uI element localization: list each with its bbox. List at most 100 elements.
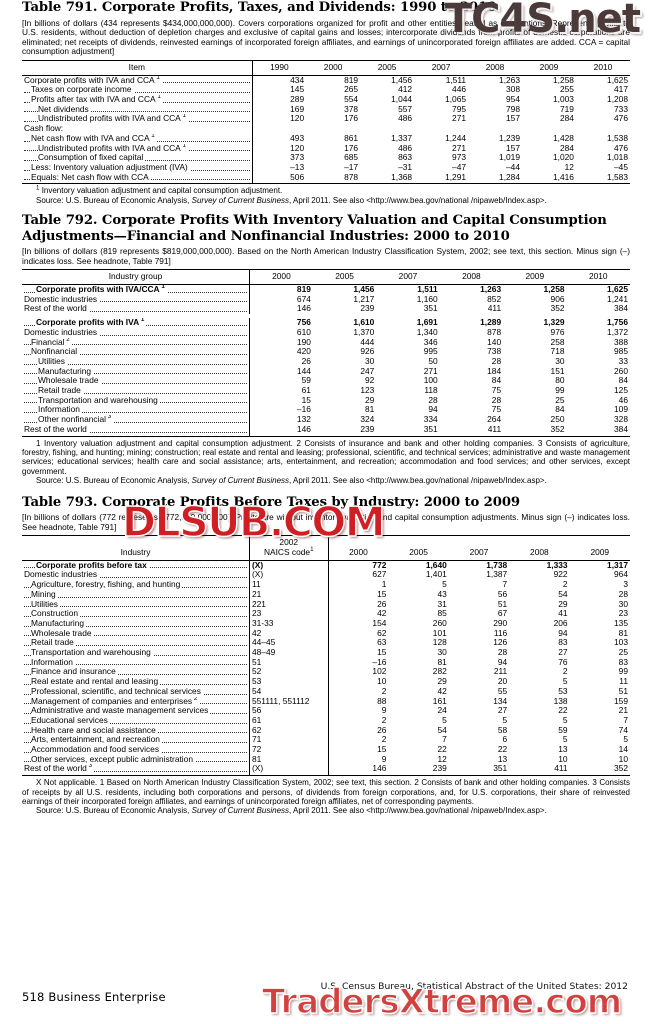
row-label-cell: Retail trade (22, 638, 249, 648)
data-cell: 92 (364, 376, 375, 386)
data-cell: 351 (376, 424, 440, 437)
data-cell: 819 (344, 75, 359, 85)
data-cell (414, 124, 468, 134)
data-cell: 80 (555, 376, 565, 386)
data-cell: 94 (428, 405, 438, 415)
row-label-cell: Undistributed profits with IVA and CCA 1 (22, 114, 252, 124)
data-cell: 308 (506, 85, 520, 95)
data-cell: 878 (306, 172, 361, 185)
naics-code-cell: 52 (248, 667, 328, 678)
table-row: Corporate profits before tax (X) 772 1,640 1… (22, 560, 630, 571)
data-cell: 738 (487, 347, 502, 357)
data-cell: 388 (614, 337, 628, 347)
data-cell: 211 (493, 667, 508, 677)
data-cell: 1,263 (499, 75, 520, 85)
naics-code-cell: 53 (248, 677, 328, 687)
row-label: Rest of the world (24, 424, 89, 434)
row-label: Wholesale trade (38, 376, 101, 386)
row-label: Information (31, 657, 75, 667)
data-cell: 42 (437, 686, 447, 696)
data-cell: 819 (248, 284, 313, 295)
row-label: Corporate profits with IVA and CCA 1 (24, 75, 162, 85)
data-cell: 282 (432, 667, 447, 677)
col-header-2005: 2005 (388, 535, 449, 561)
data-cell: 324 (360, 415, 375, 425)
row-label: Transportation and warehousing (31, 648, 153, 658)
data-cell: 12 (564, 162, 574, 172)
data-cell: 10 (618, 754, 628, 764)
row-label-cell: Nonfinancial (22, 347, 249, 357)
data-cell: 5 (502, 715, 508, 725)
data-cell: 1,370 (353, 327, 375, 337)
data-cell: 985 (614, 347, 628, 357)
row-label-cell: Equals: Net cash flow with CCA (22, 172, 253, 185)
naics-code-cell: 551111, 551112 (248, 696, 328, 707)
row-label-cell: Retail trade (22, 386, 249, 396)
data-cell: 138 (553, 696, 568, 706)
data-cell: 1,583 (575, 172, 630, 185)
table-791-header-row: Item 1990 2000 2005 2007 2008 2009 2010 (22, 59, 630, 76)
data-cell: 33 (618, 356, 628, 366)
naics-code-cell: 61 (248, 715, 328, 726)
data-cell: 906 (550, 294, 565, 304)
data-cell: 493 (251, 133, 307, 144)
row-label-cell: Taxes on corporate income (22, 85, 252, 95)
row-label-cell: Net cash flow with IVA and CCA 1 (22, 133, 252, 144)
row-label-cell: Mining (22, 589, 249, 600)
table-792-stub-header: Industry group (22, 269, 250, 286)
data-cell: 1,333 (546, 560, 568, 570)
data-cell: 169 (251, 104, 307, 115)
row-label: Professional, scientific, and technical … (31, 686, 203, 696)
col-header-2009: 2009 (522, 59, 576, 76)
data-cell: 101 (432, 628, 447, 638)
data-cell: 255 (559, 85, 574, 95)
data-cell: 352 (569, 764, 630, 777)
data-cell: 61 (248, 386, 313, 396)
naics-code-cell: 56 (248, 706, 328, 716)
row-label: Nonfinancial (31, 347, 80, 357)
data-cell: 1,065 (445, 94, 467, 104)
table-row: Rest of the world 146 239 351 411 352 384 (22, 304, 630, 315)
row-label: Utilities (38, 356, 67, 366)
table-row: Taxes on corporate income 145 265 412 446 308… (22, 85, 630, 95)
data-cell: 1,538 (607, 133, 628, 143)
row-label: Educational services (31, 715, 110, 725)
data-cell: 271 (452, 143, 467, 153)
data-cell: 103 (614, 638, 628, 648)
table-791-footnote: 1 Inventory valuation adjustment and cap… (36, 184, 547, 205)
data-cell: 674 (248, 294, 313, 305)
row-label: Administrative and waste management serv… (31, 706, 211, 716)
row-label-cell: Real estate and rental and leasing (22, 677, 249, 687)
data-cell: 5 (442, 580, 447, 590)
table-row: Agriculture, forestry, fishing, and hunt… (22, 580, 630, 590)
data-cell: 610 (248, 327, 313, 338)
table-row: Educational services 61 2 5 5 5 7 (22, 715, 630, 726)
row-label: Other nonfinancial 3 (38, 415, 114, 425)
table-793-stub-header: Industry (22, 535, 250, 561)
data-cell: 26 (327, 599, 389, 610)
row-label-cell: Cash flow: (22, 124, 252, 134)
data-cell: 30 (364, 356, 375, 366)
table-793-body: Corporate profits before tax (X) 772 1,640 1… (22, 560, 630, 777)
table-row: Corporate profits with IVA and CCA 1 434 8… (22, 75, 630, 86)
data-cell: 476 (614, 114, 628, 124)
data-cell: 446 (452, 85, 467, 95)
data-cell: 798 (506, 104, 520, 114)
data-cell: 15 (248, 395, 313, 406)
data-cell: 1,160 (416, 294, 438, 304)
row-label: Consumption of fixed capital (38, 153, 146, 163)
row-label-cell: Health care and social assistance (22, 725, 249, 736)
row-label-cell: Rest of the world (22, 304, 249, 314)
row-label-cell: Wholesale trade (22, 376, 249, 386)
data-cell: 176 (344, 114, 359, 124)
row-label: Profits after tax with IVA and CCA 1 (31, 94, 163, 104)
table-row: Rest of the world 3 (X) 146 239 351 411 352 (22, 764, 630, 777)
data-cell: 271 (423, 366, 438, 376)
row-label: Corporate profits before tax (36, 560, 149, 570)
col-header-2000: 2000 (327, 535, 389, 561)
data-cell: 28 (618, 589, 628, 599)
table-792-header-row: Industry group 2000 2005 2007 2008 2009 … (22, 269, 630, 286)
table-row: Retail trade 61 123 118 75 99 125 (22, 386, 630, 396)
naics-code-cell: 72 (248, 745, 328, 755)
